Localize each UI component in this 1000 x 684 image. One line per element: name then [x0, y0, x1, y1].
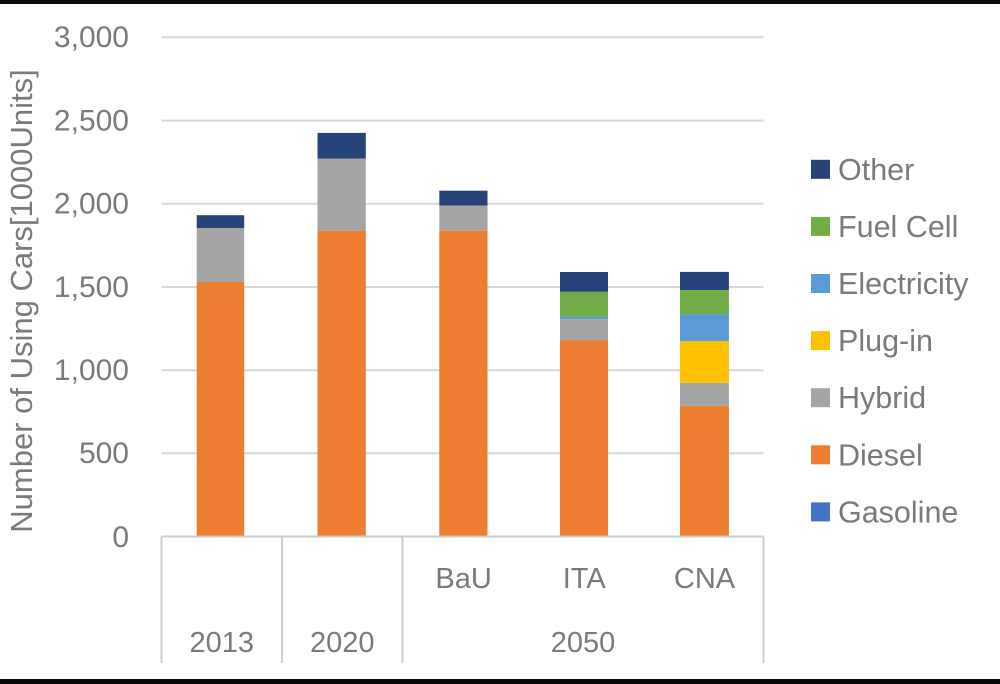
svg-text:2,000: 2,000: [54, 188, 129, 221]
svg-text:500: 500: [79, 437, 129, 470]
svg-text:1,000: 1,000: [54, 354, 129, 387]
svg-text:2,500: 2,500: [54, 104, 129, 137]
svg-text:0: 0: [112, 521, 129, 554]
svg-text:ITA: ITA: [563, 563, 607, 595]
svg-text:Hybrid: Hybrid: [838, 381, 926, 415]
svg-text:CNA: CNA: [674, 563, 736, 595]
svg-text:1,500: 1,500: [54, 271, 129, 304]
svg-text:Diesel: Diesel: [838, 438, 923, 472]
svg-text:2050: 2050: [551, 627, 616, 659]
svg-text:3,000: 3,000: [54, 21, 129, 54]
svg-text:2013: 2013: [190, 627, 255, 659]
svg-text:Plug-in: Plug-in: [838, 324, 933, 358]
svg-text:Other: Other: [838, 153, 914, 187]
svg-text:2020: 2020: [310, 627, 375, 659]
svg-text:Electricity: Electricity: [838, 267, 969, 301]
svg-text:Number of Using Cars[1000Units: Number of Using Cars[1000Units]: [4, 69, 39, 532]
svg-text:Gasoline: Gasoline: [838, 495, 958, 529]
svg-text:Fuel Cell: Fuel Cell: [838, 210, 958, 244]
svg-text:BaU: BaU: [435, 563, 491, 595]
